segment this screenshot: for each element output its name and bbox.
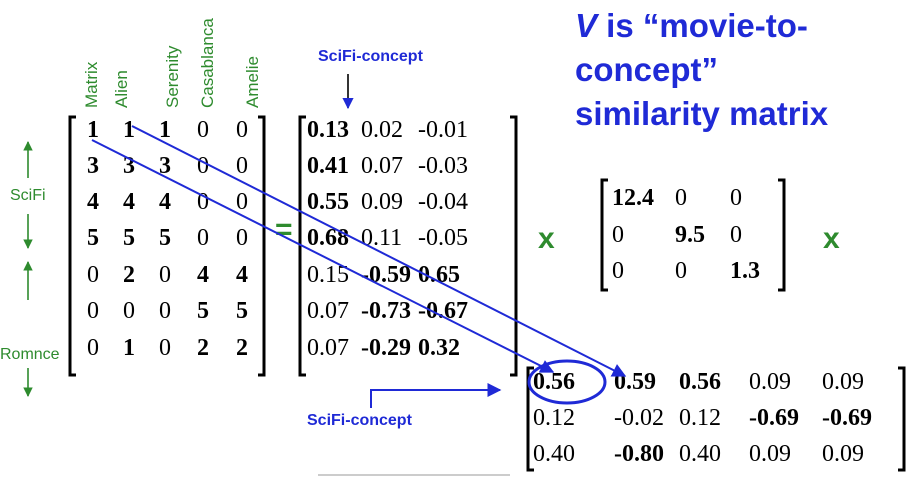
v-cell: 0.09 — [749, 369, 791, 395]
a-cell: 1 — [123, 335, 135, 361]
a-cell: 0 — [123, 298, 135, 324]
a-cell: 4 — [87, 189, 99, 215]
a-cell: 2 — [123, 262, 135, 288]
v-cell: -0.02 — [614, 405, 664, 431]
matrix-to-v-arrow — [91, 139, 555, 373]
a-cell: 2 — [197, 335, 209, 361]
u-cell: 0.07 — [307, 335, 349, 361]
a-cell: 5 — [87, 225, 99, 251]
v-cell: 0.09 — [822, 441, 864, 467]
a-cell: 2 — [236, 335, 248, 361]
s-cell: 0 — [730, 185, 742, 211]
a-cell: 1 — [87, 117, 99, 143]
s-cell: 0 — [675, 258, 687, 284]
u-cell: 0.09 — [361, 189, 403, 215]
u-cell: -0.59 — [361, 262, 411, 288]
v-cell: -0.80 — [614, 441, 664, 467]
u-cell: -0.01 — [418, 117, 468, 143]
v-cell: 0.56 — [679, 369, 721, 395]
s-cell: 9.5 — [675, 222, 705, 248]
title-v: V — [575, 7, 598, 44]
title-line2: similarity matrix — [575, 95, 829, 132]
a-cell: 0 — [159, 335, 171, 361]
u-cell: -0.03 — [418, 153, 468, 179]
scifi-concept-bottom-arrow — [370, 383, 502, 408]
v-cell: -0.69 — [749, 405, 799, 431]
annotation-scifi-concept-top: SciFi-concept — [318, 48, 423, 65]
times-sign-1: x — [538, 222, 555, 255]
a-cell: 0 — [236, 117, 248, 143]
a-cell: 0 — [87, 262, 99, 288]
a-cell: 3 — [159, 153, 171, 179]
a-cell: 5 — [159, 225, 171, 251]
rating-matrix-brackets — [68, 115, 266, 377]
v-cell: 0.12 — [679, 405, 721, 431]
u-cell: 0.68 — [307, 225, 349, 251]
row-label-scifi: SciFi — [10, 187, 46, 204]
a-cell: 0 — [87, 298, 99, 324]
u-cell: 0.13 — [307, 117, 349, 143]
v-cell: 0.40 — [679, 441, 721, 467]
a-cell: 0 — [159, 262, 171, 288]
u-cell: 0.02 — [361, 117, 403, 143]
u-cell: -0.29 — [361, 335, 411, 361]
user-concept-brackets — [298, 115, 518, 377]
u-cell: 0.55 — [307, 189, 349, 215]
s-cell: 0 — [730, 222, 742, 248]
s-cell: 0 — [612, 258, 624, 284]
title-line1: is “movie-to-concept” — [575, 7, 808, 88]
a-cell: 4 — [123, 189, 135, 215]
a-cell: 3 — [87, 153, 99, 179]
a-cell: 0 — [236, 189, 248, 215]
v-cell: 0.09 — [749, 441, 791, 467]
a-cell: 4 — [236, 262, 248, 288]
u-cell: -0.04 — [418, 189, 468, 215]
a-cell: 1 — [159, 117, 171, 143]
a-cell: 0 — [197, 117, 209, 143]
a-cell: 5 — [123, 225, 135, 251]
u-cell: 0.07 — [307, 298, 349, 324]
a-cell: 5 — [197, 298, 209, 324]
v-cell: 0.40 — [533, 441, 575, 467]
a-cell: 4 — [159, 189, 171, 215]
s-cell: 0 — [612, 222, 624, 248]
s-cell: 0 — [675, 185, 687, 211]
slide-title: V is “movie-to-concept” similarity matri… — [575, 4, 907, 136]
movie-concept-brackets — [526, 366, 906, 472]
v-cell: -0.69 — [822, 405, 872, 431]
a-cell: 0 — [87, 335, 99, 361]
v-cell: 0.56 — [533, 369, 575, 395]
a-cell: 0 — [236, 225, 248, 251]
a-cell: 0 — [236, 153, 248, 179]
a-cell: 4 — [197, 262, 209, 288]
a-cell: 0 — [159, 298, 171, 324]
a-cell: 1 — [123, 117, 135, 143]
u-cell: 0.07 — [361, 153, 403, 179]
row-label-romance: Romnce — [0, 346, 60, 363]
times-sign-2: x — [823, 222, 840, 255]
a-cell: 0 — [197, 189, 209, 215]
v-cell: 0.09 — [822, 369, 864, 395]
u-cell: -0.73 — [361, 298, 411, 324]
u-cell: -0.67 — [418, 298, 468, 324]
s-cell: 12.4 — [612, 185, 654, 211]
singular-value-brackets — [600, 178, 786, 292]
s-cell: 1.3 — [730, 258, 760, 284]
u-cell: 0.32 — [418, 335, 460, 361]
annotation-scifi-concept-bottom: SciFi-concept — [307, 412, 412, 429]
highlight-circle — [527, 359, 607, 405]
u-cell: 0.41 — [307, 153, 349, 179]
a-cell: 5 — [236, 298, 248, 324]
v-cell: 0.12 — [533, 405, 575, 431]
u-cell: -0.05 — [418, 225, 468, 251]
a-cell: 0 — [197, 225, 209, 251]
alien-to-v-arrow — [131, 125, 627, 377]
